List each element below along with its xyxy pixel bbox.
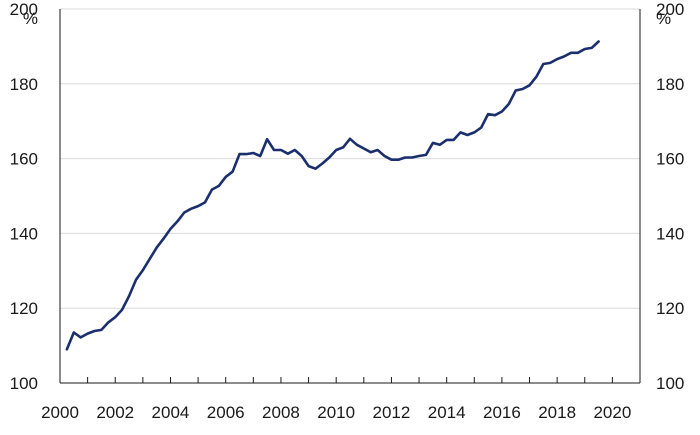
y-tick-label-left: 140 xyxy=(10,224,38,243)
y-tick-labels-right: 100 120 140 160 180 200 xyxy=(656,0,684,393)
x-tick-label: 2014 xyxy=(428,403,466,422)
x-tick-labels: 2000 2002 2004 2006 2008 2010 2012 2014 2016 2018… xyxy=(41,403,631,422)
y-tick-label-right: 140 xyxy=(656,224,684,243)
x-tick-label: 2000 xyxy=(41,403,79,422)
series-lines xyxy=(65,40,600,351)
y-tick-label-left: 200 xyxy=(10,0,38,19)
x-tick-label: 2008 xyxy=(262,403,300,422)
y-tick-label-left: 160 xyxy=(10,150,38,169)
x-tick-label: 2002 xyxy=(96,403,134,422)
x-tick-label: 2010 xyxy=(317,403,355,422)
x-tick-label: 2016 xyxy=(483,403,521,422)
grid-lines xyxy=(60,8,640,309)
y-tick-labels-left: 100 120 140 160 180 200 xyxy=(10,0,38,393)
y-tick-label-left: 100 xyxy=(10,374,38,393)
y-unit-right: % xyxy=(656,9,671,28)
y-tick-label-right: 160 xyxy=(656,150,684,169)
x-tick-label: 2018 xyxy=(538,403,576,422)
y-unit-left: % xyxy=(23,9,38,28)
y-tick-label-left: 180 xyxy=(10,75,38,94)
series-line xyxy=(65,40,600,351)
y-tick-label-right: 120 xyxy=(656,299,684,318)
axes xyxy=(59,9,641,384)
x-tick-label: 2006 xyxy=(207,403,245,422)
x-tick-label: 2020 xyxy=(593,403,631,422)
y-tick-label-right: 200 xyxy=(656,0,684,19)
x-tick-label: 2012 xyxy=(373,403,411,422)
y-tick-label-right: 180 xyxy=(656,75,684,94)
y-tick-label-right: 100 xyxy=(656,374,684,393)
x-tick-label: 2004 xyxy=(152,403,190,422)
y-tick-label-left: 120 xyxy=(10,299,38,318)
